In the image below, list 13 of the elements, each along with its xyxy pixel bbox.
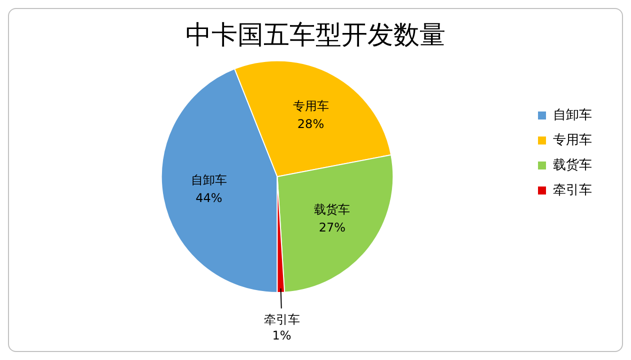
slice-label: 专用车: [292, 98, 329, 113]
slice-label: 牵引车: [264, 312, 300, 327]
slice-label: 载货车: [314, 202, 350, 216]
chart-title: 中卡国五车型开发数量: [186, 20, 446, 50]
data-label: 28%: [297, 116, 324, 131]
data-label: 1%: [272, 328, 292, 343]
data-label: 27%: [318, 220, 346, 234]
legend-label: 载货车: [553, 158, 592, 173]
legend-label: 自卸车: [553, 108, 592, 123]
slice-label: 自卸车: [190, 172, 227, 187]
legend-label: 专用车: [553, 132, 592, 148]
data-label: 44%: [196, 190, 222, 205]
legend-label: 牵引车: [553, 182, 592, 198]
